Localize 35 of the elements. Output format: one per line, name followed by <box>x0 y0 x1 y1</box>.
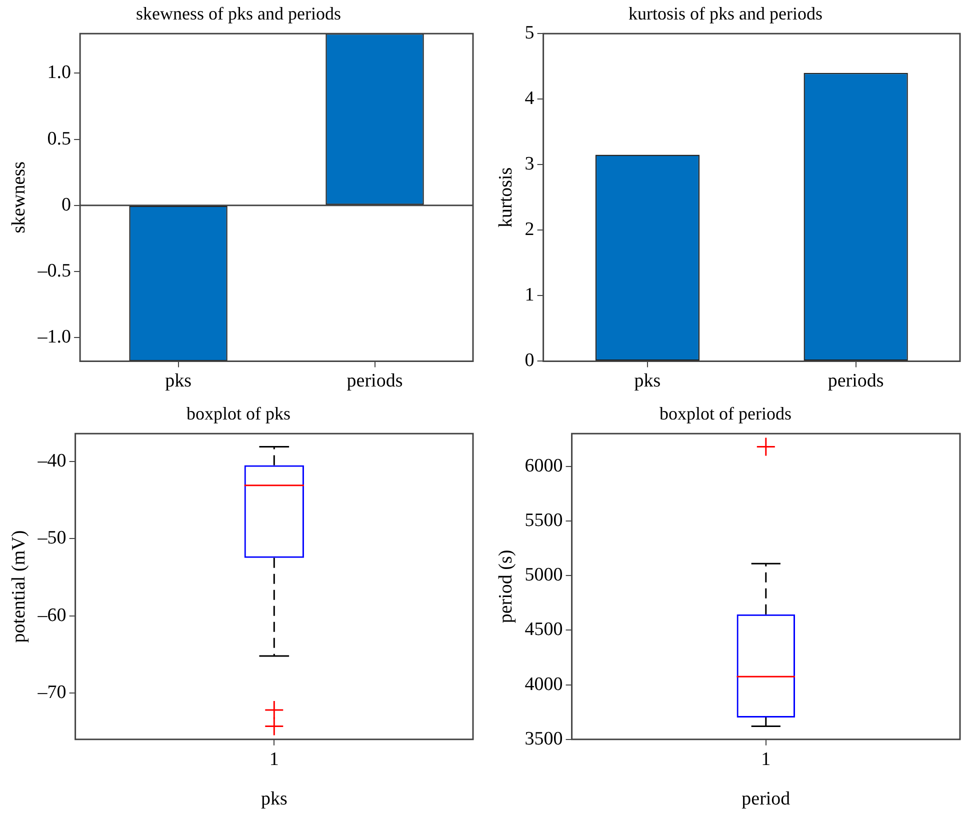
y-tick-label: 0 <box>524 350 534 372</box>
x-tick-label: pks <box>165 370 192 392</box>
y-tick-label: 0 <box>62 194 72 216</box>
y-tick-label: 4500 <box>524 619 563 640</box>
x-tick-label: pks <box>634 370 661 392</box>
x-tick-label: periods <box>828 370 884 392</box>
x-axis-title: period <box>742 788 791 810</box>
x-tick-label: periods <box>346 370 403 392</box>
y-tick-label: 1 <box>524 284 534 306</box>
y-tick-label: –70 <box>36 682 66 704</box>
chart-title: boxplot of pks <box>186 404 291 424</box>
y-tick-label: –60 <box>36 604 66 626</box>
y-tick-label: 2 <box>524 219 534 240</box>
y-tick-label: –1.0 <box>36 326 72 348</box>
chart-title: skewness of pks and periods <box>136 4 341 24</box>
y-axis-title: period (s) <box>495 550 516 624</box>
chart-title: boxplot of periods <box>660 404 792 424</box>
y-tick-label: –40 <box>36 450 66 472</box>
y-tick-label: 4 <box>524 88 535 110</box>
y-tick-label: 6000 <box>524 455 563 476</box>
y-tick-label: 3 <box>524 154 534 175</box>
chart-title: kurtosis of pks and periods <box>628 4 822 24</box>
y-tick-label: 5 <box>524 22 534 44</box>
y-tick-label: –50 <box>36 528 66 549</box>
y-tick-label: 0.5 <box>47 128 72 150</box>
y-tick-label: 5500 <box>524 510 563 531</box>
x-axis-title: pks <box>260 788 288 810</box>
y-tick-label: 1.0 <box>47 62 72 84</box>
y-tick-label: 5000 <box>524 564 563 586</box>
y-axis-title: potential (mV) <box>8 530 30 643</box>
y-axis-title: skewness <box>8 162 30 234</box>
y-tick-label: –0.5 <box>36 260 72 282</box>
y-tick-label: 3500 <box>524 728 563 750</box>
y-axis-title: kurtosis <box>495 167 516 228</box>
y-tick-label: 4000 <box>524 674 563 695</box>
